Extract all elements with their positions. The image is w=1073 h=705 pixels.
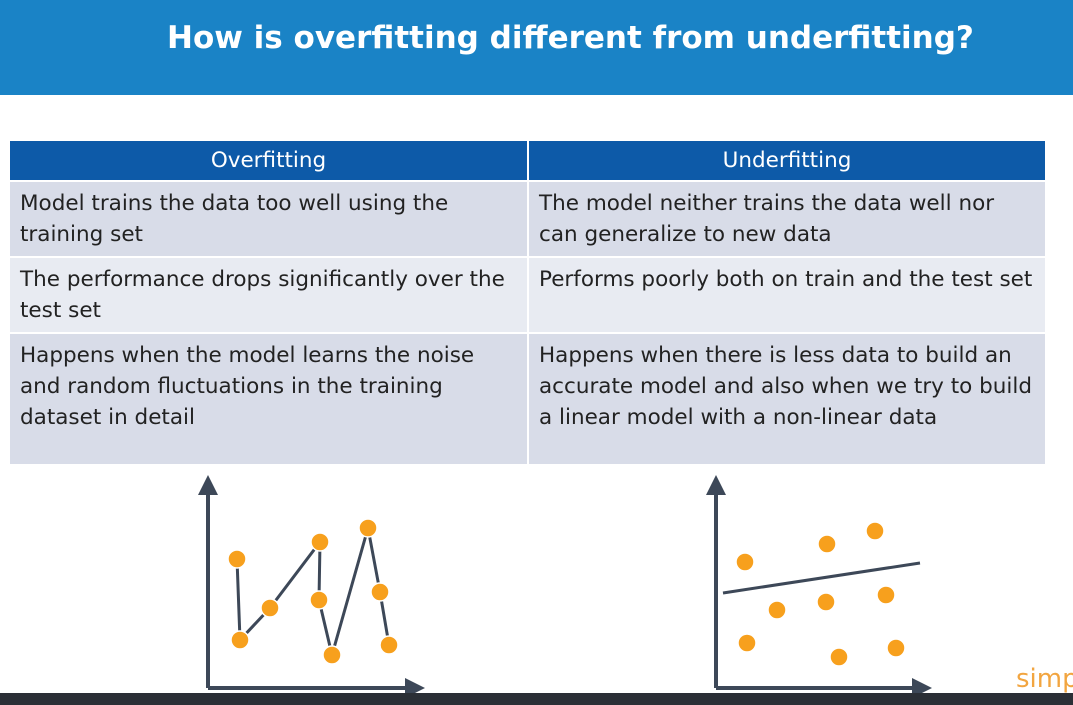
cell: Performs poorly both on train and the te… [528, 257, 1047, 334]
row: Happens when the model learns the noise … [10, 333, 1047, 466]
cell: Happens when there is less data to build… [528, 333, 1047, 466]
header-band: How is overfitting different from underf… [0, 0, 1073, 95]
underfitting-points [735, 521, 906, 667]
comparison-table: Overfitting Underfitting Model trains th… [10, 141, 1047, 466]
taskbar [0, 693, 1073, 705]
logo: simp [1016, 664, 1073, 694]
row: Model trains the data too well using the… [10, 181, 1047, 258]
row: The performance drops significantly over… [10, 257, 1047, 334]
underfitting-diagram [706, 475, 932, 698]
cell: Happens when the model learns the noise … [10, 333, 529, 466]
overfitting-points [227, 518, 399, 665]
header-row: Overfitting Underfitting [10, 141, 1047, 182]
cell: The model neither trains the data well n… [528, 181, 1047, 258]
column-header: Overfitting [10, 141, 529, 182]
cell: Model trains the data too well using the… [10, 181, 529, 258]
column-header: Underfitting [528, 141, 1047, 182]
slide-title: How is overfitting different from underf… [167, 20, 974, 56]
fit-line [722, 561, 921, 595]
cell: The performance drops significantly over… [10, 257, 529, 334]
